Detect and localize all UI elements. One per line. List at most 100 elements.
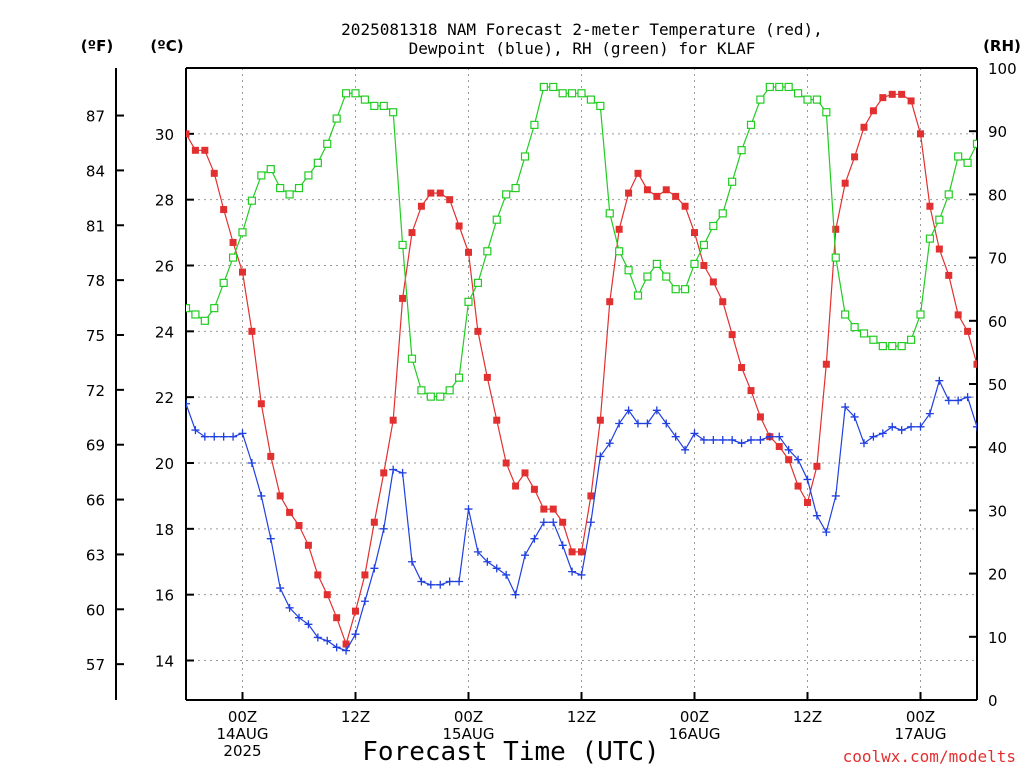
dewpoint-point — [238, 429, 247, 438]
celsius-tick-label: 26 — [155, 258, 174, 276]
temperature-point — [342, 640, 350, 648]
rh-point — [454, 373, 464, 382]
temperature-point — [615, 225, 623, 233]
rh-point — [897, 341, 906, 351]
rh-point — [652, 259, 661, 269]
axes — [115, 67, 978, 701]
celsius-axis-unit: (ºC) — [150, 37, 183, 55]
temperature-point — [446, 196, 454, 204]
dewpoint-point — [690, 429, 699, 438]
temperature-point — [239, 268, 246, 276]
dewpoint-point — [935, 376, 944, 385]
dewpoint-point — [332, 643, 341, 652]
rh-point — [473, 278, 483, 287]
fahrenheit-tick-label: 69 — [86, 437, 105, 455]
dewpoint-point — [285, 603, 294, 612]
dewpoint-point — [784, 445, 793, 454]
celsius-tick-label: 22 — [155, 389, 174, 407]
dewpoint-point — [389, 465, 398, 474]
dewpoint-point — [276, 584, 285, 593]
temperature-point — [559, 518, 567, 526]
rh-point — [511, 183, 520, 193]
dewpoint-point — [323, 636, 332, 645]
temperature-point — [304, 541, 312, 549]
temperature-point — [747, 387, 755, 395]
rh-point — [812, 95, 822, 104]
rh-point — [294, 183, 304, 193]
dewpoint-point — [973, 422, 977, 431]
grid-lines — [186, 68, 977, 700]
dewpoint-point — [747, 435, 755, 444]
rh-point — [728, 177, 737, 186]
rh-point — [841, 310, 850, 319]
celsius-tick-label: 24 — [155, 323, 174, 341]
celsius-tick-label: 20 — [155, 455, 174, 473]
temperature-point — [361, 571, 369, 579]
temperature-point — [681, 202, 689, 210]
dewpoint-point — [186, 399, 190, 408]
rh-point — [972, 139, 977, 148]
temperature-point — [945, 271, 953, 279]
temperature-point — [587, 492, 595, 500]
dewpoint-point — [210, 432, 219, 441]
dewpoint-point — [436, 580, 445, 589]
x-tick-label: 12Z — [341, 708, 370, 726]
dewpoint-point — [878, 429, 887, 438]
temperature-point — [888, 90, 896, 98]
temperature-point — [973, 360, 977, 368]
x-tick-label: 12Z — [567, 708, 596, 726]
rh-point — [567, 89, 577, 98]
rh-point — [445, 386, 454, 395]
rh-tick-label: 100 — [988, 60, 1017, 78]
temperature-point — [257, 400, 265, 408]
rh-point — [831, 253, 840, 262]
dewpoint-point — [360, 597, 369, 606]
dewpoint-line — [186, 379, 977, 652]
dewpoint-point — [671, 432, 680, 441]
temperature-point — [653, 192, 661, 200]
dewpoint-point — [907, 422, 916, 431]
temperature-point — [474, 327, 482, 335]
x-tick-label: 00Z — [680, 708, 709, 726]
dewpoint-point — [681, 445, 690, 454]
dewpoint-point — [624, 406, 633, 415]
rh-point — [756, 95, 765, 104]
temperature-point — [728, 331, 736, 339]
temperature-point — [775, 443, 783, 451]
dewpoint-point — [596, 452, 605, 461]
rh-point — [624, 266, 633, 275]
dewpoint-point — [586, 518, 595, 527]
dewpoint-point — [925, 409, 934, 418]
temperature-point — [530, 485, 538, 493]
dewpoint-point — [643, 419, 652, 428]
x-tick-label: 00Z — [454, 708, 483, 726]
temperature-point — [869, 107, 877, 115]
dewpoint-point — [812, 511, 821, 520]
temperature-point — [691, 229, 698, 237]
rh-point — [436, 392, 445, 401]
temperature-point — [370, 518, 378, 526]
dewpoint-point — [530, 534, 539, 543]
dewpoint-point — [473, 547, 482, 556]
dewpoint-point — [652, 406, 661, 415]
celsius-tick-label: 28 — [155, 192, 174, 210]
dewpoint-point — [822, 528, 831, 537]
fahrenheit-tick-label: 84 — [86, 162, 105, 180]
dewpoint-point — [370, 564, 379, 573]
dewpoint-point — [662, 419, 671, 428]
temperature-point — [389, 416, 397, 424]
rh-point — [859, 329, 869, 338]
dewpoint-point — [257, 491, 266, 500]
temperature-point — [455, 222, 463, 230]
temperature-point — [483, 373, 491, 381]
temperature-point — [540, 505, 548, 513]
dewpoint-point — [775, 432, 784, 441]
rh-point — [671, 285, 680, 294]
rh-point — [313, 158, 322, 167]
rh-point — [492, 215, 501, 224]
rh-tick-label: 20 — [988, 566, 1007, 584]
chart-title-line-1: 2025081318 NAM Forecast 2-meter Temperat… — [341, 20, 823, 39]
rh-point — [332, 114, 341, 123]
fahrenheit-tick-label: 75 — [86, 327, 105, 345]
